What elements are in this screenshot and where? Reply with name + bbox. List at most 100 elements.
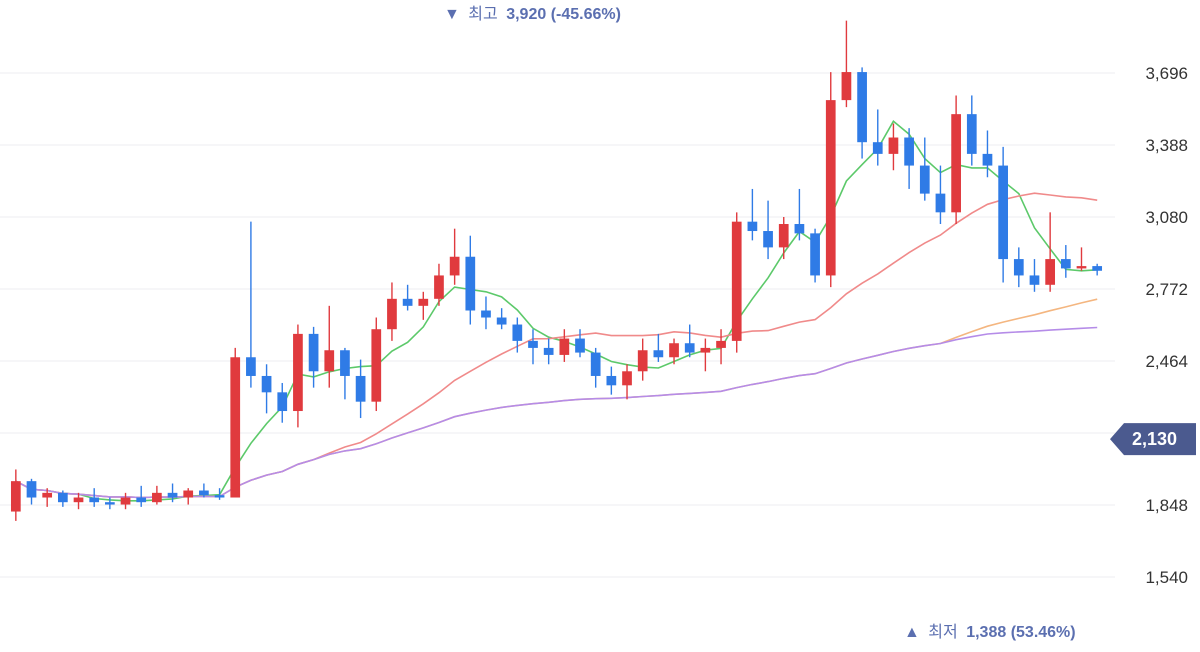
candle-body: [888, 137, 899, 154]
candle-body: [1013, 259, 1024, 276]
candle-body: [982, 153, 993, 166]
y-tick-label: 3,080: [1145, 208, 1188, 227]
candle-body: [371, 329, 382, 402]
y-tick-label: 2,464: [1145, 352, 1188, 371]
moving-average-lines: [15, 119, 1098, 502]
candle: [324, 305, 335, 388]
candle: [700, 338, 711, 372]
candle: [622, 364, 632, 400]
candle-body: [10, 481, 21, 512]
high-prefix: 최고: [468, 5, 497, 23]
candle: [716, 329, 726, 365]
candle: [528, 329, 538, 365]
candle: [872, 109, 883, 166]
candlesticks: [10, 20, 1103, 521]
candle: [966, 95, 977, 166]
candle: [763, 200, 773, 260]
candle-body: [387, 298, 397, 330]
candle: [418, 291, 429, 320]
candle-body: [1060, 259, 1071, 269]
candle: [1029, 259, 1040, 292]
candle: [246, 221, 256, 388]
low-annotation-text: ▲ 최저 1,388 (53.46%): [904, 623, 1076, 641]
current-price-tag: 2,130: [1110, 423, 1196, 456]
current-price-label: 2,130: [1132, 429, 1177, 449]
candle-body: [904, 137, 914, 166]
candle: [747, 188, 758, 241]
candle: [355, 359, 366, 419]
candle: [340, 347, 350, 400]
candle: [496, 308, 507, 330]
candle: [199, 483, 209, 498]
candle: [982, 130, 993, 178]
candle-body: [575, 338, 585, 353]
candle-body: [684, 343, 695, 353]
low-prefix: 최저: [928, 623, 957, 641]
candle: [794, 188, 805, 241]
candle: [1076, 247, 1087, 271]
candle-body: [1045, 259, 1056, 285]
low-annotation: ▲ 최저 1,388 (53.46%): [904, 623, 1076, 641]
candle-body: [559, 338, 570, 355]
candle: [152, 485, 162, 505]
candle-body: [841, 72, 852, 101]
current-price-tag-shape: [1110, 423, 1196, 456]
candle: [465, 235, 476, 325]
candle: [669, 338, 679, 365]
candle-body: [731, 221, 742, 341]
candle: [543, 338, 554, 365]
candle-body: [120, 497, 131, 505]
candle: [371, 317, 382, 412]
ma5-line: [15, 119, 1098, 502]
low-marker: ▲: [904, 624, 920, 641]
high-value: 3,920 (-45.66%): [506, 6, 621, 23]
candle: [277, 382, 288, 423]
candle-body: [418, 298, 429, 306]
high-annotation: ▼ 최고 3,920 (-45.66%): [444, 5, 621, 23]
candle: [825, 72, 836, 288]
candle: [935, 165, 946, 225]
candle: [857, 67, 867, 159]
candle: [26, 478, 37, 505]
candle-body: [26, 481, 37, 498]
candle: [1092, 263, 1103, 276]
candle-body: [653, 350, 664, 358]
candle: [1045, 212, 1056, 292]
candle: [449, 228, 460, 285]
candle: [230, 347, 241, 498]
candle-body: [42, 492, 53, 498]
ma60-line: [15, 298, 1098, 499]
low-value: 1,388 (53.46%): [966, 624, 1075, 641]
y-tick-label: 3,388: [1145, 136, 1188, 155]
candle-body: [590, 352, 601, 376]
candle: [183, 488, 194, 505]
grid-lines: [0, 72, 1115, 578]
candle-body: [402, 298, 413, 306]
candle-body: [763, 231, 773, 248]
ma20-line: [15, 192, 1098, 499]
candle: [841, 20, 852, 108]
candle: [810, 228, 820, 283]
candle-body: [214, 495, 225, 498]
candle-body: [935, 193, 946, 213]
candle: [89, 488, 100, 507]
candle-body: [167, 492, 178, 498]
candle: [293, 324, 303, 428]
candle: [904, 128, 914, 189]
candle-body: [1092, 266, 1103, 271]
candle-body: [857, 72, 867, 143]
candle-body: [183, 490, 194, 498]
candle: [637, 338, 648, 381]
candle: [42, 488, 53, 507]
candle-body: [998, 165, 1008, 260]
candle-body: [449, 256, 460, 276]
candle: [105, 497, 115, 510]
candle: [590, 347, 601, 388]
candle: [261, 364, 272, 414]
candle: [559, 329, 570, 362]
candle-body: [57, 492, 68, 503]
candle-body: [199, 490, 209, 496]
candle-body: [465, 256, 476, 311]
candle: [653, 333, 664, 362]
